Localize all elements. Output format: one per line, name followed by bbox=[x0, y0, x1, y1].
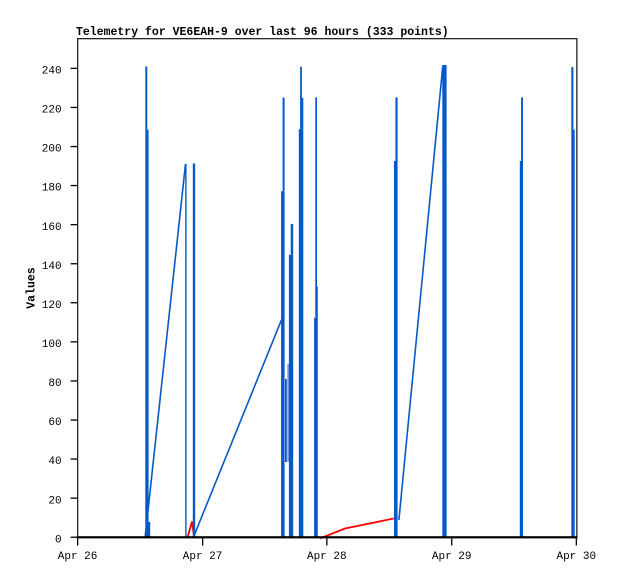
svg-text:Apr 30: Apr 30 bbox=[556, 551, 596, 563]
svg-text:40: 40 bbox=[48, 456, 61, 468]
svg-text:240: 240 bbox=[42, 66, 62, 78]
svg-text:Apr 29: Apr 29 bbox=[432, 551, 472, 563]
svg-text:180: 180 bbox=[42, 183, 62, 195]
svg-text:Apr 28: Apr 28 bbox=[307, 551, 347, 563]
svg-text:100: 100 bbox=[42, 339, 62, 351]
svg-text:60: 60 bbox=[48, 417, 61, 429]
svg-text:20: 20 bbox=[48, 495, 61, 507]
svg-text:0: 0 bbox=[55, 534, 62, 546]
svg-text:Apr 26: Apr 26 bbox=[58, 551, 98, 563]
svg-text:160: 160 bbox=[42, 222, 62, 234]
svg-text:220: 220 bbox=[42, 105, 62, 117]
svg-text:Telemetry for VE6EAH-9 over la: Telemetry for VE6EAH-9 over last 96 hour… bbox=[76, 26, 449, 39]
svg-text:Apr 27: Apr 27 bbox=[183, 551, 223, 563]
svg-text:120: 120 bbox=[42, 300, 62, 312]
svg-text:200: 200 bbox=[42, 144, 62, 156]
svg-text:80: 80 bbox=[48, 378, 61, 390]
svg-text:Values: Values bbox=[26, 267, 39, 309]
svg-text:140: 140 bbox=[42, 261, 62, 273]
